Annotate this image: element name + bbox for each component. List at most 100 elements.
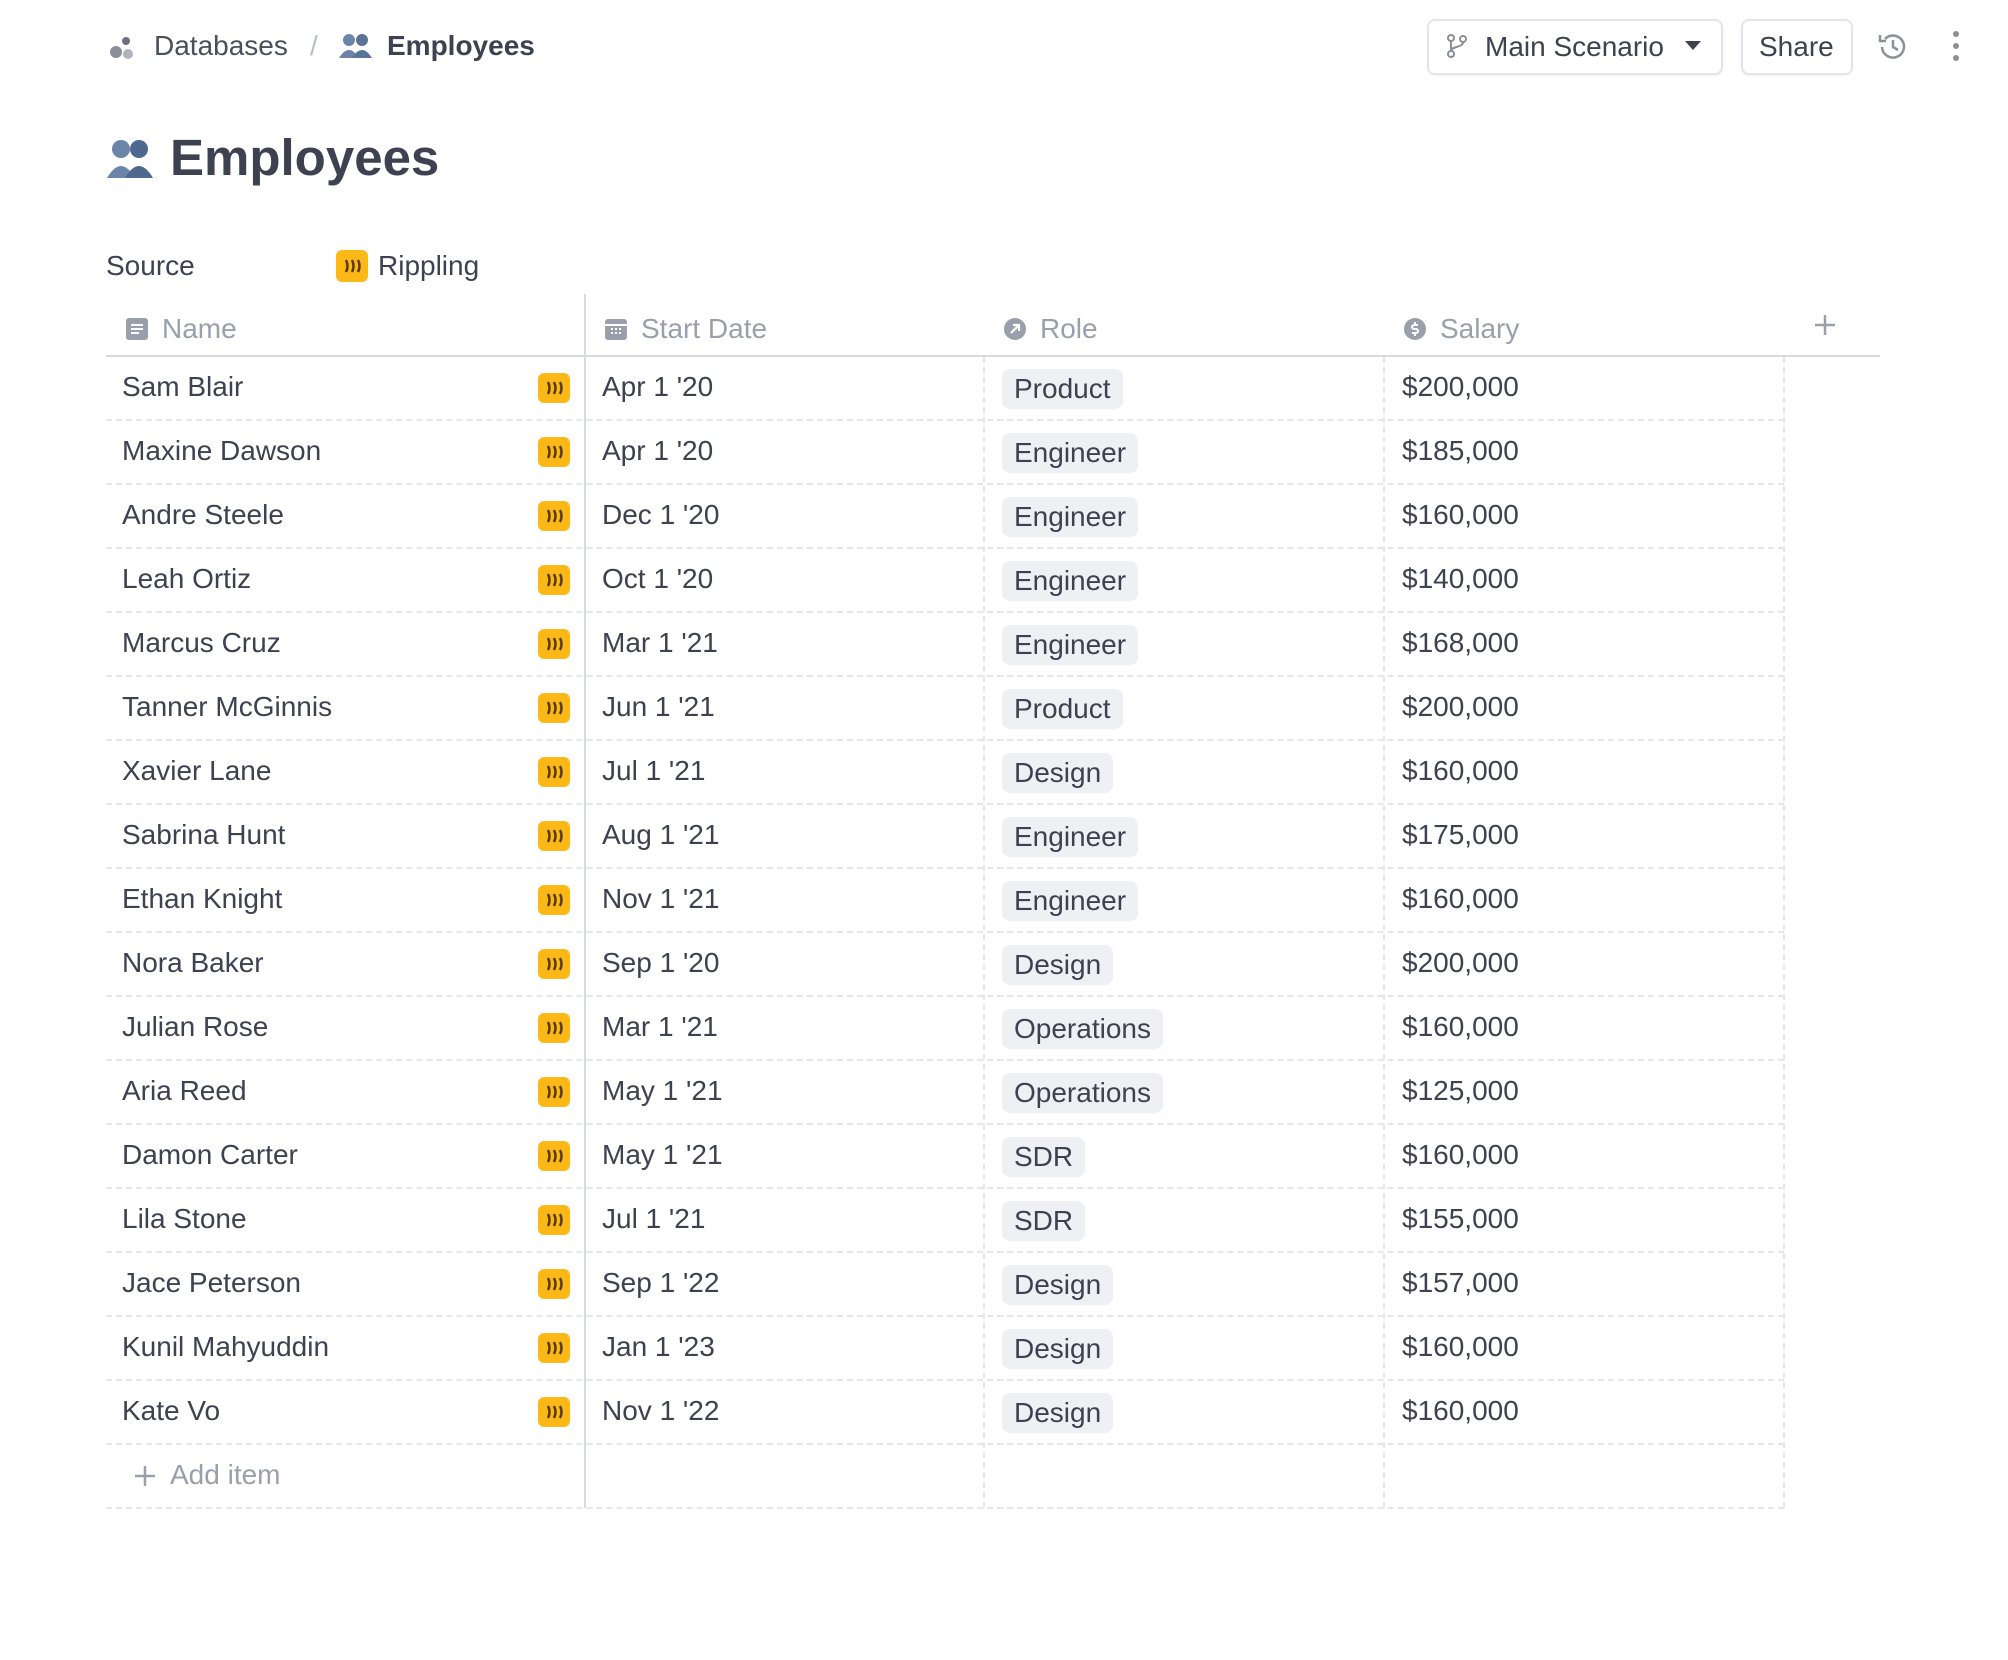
date-cell: Jun 1 '21 bbox=[602, 691, 715, 722]
salary-cell: $160,000 bbox=[1402, 1011, 1519, 1042]
share-button[interactable]: Share bbox=[1741, 19, 1853, 75]
rippling-glyph bbox=[538, 565, 570, 595]
column-rule bbox=[1783, 357, 1785, 1508]
column-icon-glyph bbox=[1404, 318, 1426, 340]
salary-cell: $168,000 bbox=[1402, 627, 1519, 658]
more-button[interactable] bbox=[1950, 30, 1962, 64]
date-cell: Mar 1 '21 bbox=[602, 1011, 718, 1042]
rippling-glyph bbox=[538, 1205, 570, 1235]
name-cell[interactable]: Marcus Cruz bbox=[122, 627, 281, 658]
role-chip: Engineer bbox=[1002, 497, 1139, 537]
date-cell: Apr 1 '20 bbox=[602, 371, 714, 402]
rippling-badge bbox=[538, 373, 570, 403]
add-item-icon bbox=[134, 1465, 156, 1487]
breadcrumb-separator: / bbox=[310, 30, 318, 61]
role-chip: Engineer bbox=[1002, 881, 1139, 921]
rippling-badge bbox=[538, 821, 570, 851]
rippling-badge bbox=[538, 565, 570, 595]
rippling-glyph bbox=[538, 949, 570, 979]
role-chip: Design bbox=[1002, 1329, 1114, 1369]
salary-cell: $160,000 bbox=[1402, 1395, 1519, 1426]
breadcrumb-current[interactable]: Employees bbox=[387, 30, 535, 61]
date-cell: Jan 1 '23 bbox=[602, 1331, 715, 1362]
name-cell[interactable]: Kunil Mahyuddin bbox=[122, 1331, 330, 1362]
name-cell[interactable]: Jace Peterson bbox=[122, 1267, 301, 1298]
rippling-badge bbox=[538, 1269, 570, 1299]
name-cell[interactable]: Julian Rose bbox=[122, 1011, 269, 1042]
name-cell[interactable]: Damon Carter bbox=[122, 1139, 298, 1170]
salary-cell: $200,000 bbox=[1402, 691, 1519, 722]
name-cell[interactable]: Ethan Knight bbox=[122, 883, 283, 914]
table-row: Jace Peterson Sep 1 '22 Design $157,000 bbox=[106, 1253, 1784, 1317]
history-button[interactable] bbox=[1876, 30, 1910, 64]
rippling-glyph bbox=[538, 501, 570, 531]
rippling-icon bbox=[336, 250, 368, 282]
name-cell[interactable]: Leah Ortiz bbox=[122, 563, 252, 594]
source-value[interactable]: Rippling bbox=[378, 250, 480, 281]
name-cell[interactable]: Tanner McGinnis bbox=[122, 691, 333, 722]
table-row: Lila Stone Jul 1 '21 SDR $155,000 bbox=[106, 1189, 1784, 1253]
role-chip: SDR bbox=[1002, 1137, 1086, 1177]
name-cell[interactable]: Maxine Dawson bbox=[122, 435, 322, 466]
share-label: Share bbox=[1759, 31, 1834, 62]
salary-cell: $185,000 bbox=[1402, 435, 1519, 466]
plus-glyph bbox=[135, 1466, 155, 1486]
column-icon bbox=[1002, 316, 1028, 342]
add-item-label: Add item bbox=[170, 1459, 281, 1490]
rippling-glyph bbox=[538, 373, 570, 403]
name-cell[interactable]: Sabrina Hunt bbox=[122, 819, 286, 850]
add-item-row[interactable]: Add item bbox=[106, 1445, 1784, 1509]
table-row: Leah Ortiz Oct 1 '20 Engineer $140,000 bbox=[106, 549, 1784, 613]
name-cell[interactable]: Nora Baker bbox=[122, 947, 264, 978]
role-chip: Design bbox=[1002, 1393, 1114, 1433]
rippling-glyph bbox=[538, 629, 570, 659]
name-cell[interactable]: Aria Reed bbox=[122, 1075, 247, 1106]
rippling-glyph bbox=[538, 821, 570, 851]
header-rule bbox=[106, 355, 1880, 357]
table-row: Ethan Knight Nov 1 '21 Engineer $160,000 bbox=[106, 869, 1784, 933]
table-row: Nora Baker Sep 1 '20 Design $200,000 bbox=[106, 933, 1784, 997]
date-cell: Jul 1 '21 bbox=[602, 1203, 706, 1234]
column-icon-glyph bbox=[605, 319, 627, 340]
rippling-badge bbox=[538, 1013, 570, 1043]
dropdown-caret bbox=[1685, 41, 1701, 50]
table-row: Kunil Mahyuddin Jan 1 '23 Design $160,000 bbox=[106, 1317, 1784, 1381]
date-cell: Apr 1 '20 bbox=[602, 435, 714, 466]
employees-icon bbox=[339, 34, 372, 58]
salary-cell: $160,000 bbox=[1402, 1331, 1519, 1362]
column-header[interactable]: Role bbox=[1040, 313, 1098, 344]
table-row: Tanner McGinnis Jun 1 '21 Product $200,000 bbox=[106, 677, 1784, 741]
rippling-glyph bbox=[538, 757, 570, 787]
name-cell[interactable]: Sam Blair bbox=[122, 371, 244, 402]
name-cell[interactable]: Kate Vo bbox=[122, 1395, 221, 1426]
rippling-glyph bbox=[538, 437, 570, 467]
salary-cell: $140,000 bbox=[1402, 563, 1519, 594]
column-header[interactable]: Salary bbox=[1440, 313, 1520, 344]
role-chip: SDR bbox=[1002, 1201, 1086, 1241]
name-cell[interactable]: Andre Steele bbox=[122, 499, 284, 530]
table-row: Julian Rose Mar 1 '21 Operations $160,000 bbox=[106, 997, 1784, 1061]
rippling-badge bbox=[538, 757, 570, 787]
role-chip: Engineer bbox=[1002, 625, 1139, 665]
rippling-badge bbox=[538, 885, 570, 915]
name-cell[interactable]: Lila Stone bbox=[122, 1203, 247, 1234]
name-cell[interactable]: Xavier Lane bbox=[122, 755, 272, 786]
branch-icon bbox=[1447, 34, 1467, 58]
add-column-button[interactable] bbox=[1814, 314, 1836, 336]
databases-icon bbox=[110, 37, 133, 59]
breadcrumb-parent[interactable]: Databases bbox=[154, 30, 288, 61]
table-row: Aria Reed May 1 '21 Operations $125,000 bbox=[106, 1061, 1784, 1125]
rippling-glyph bbox=[538, 1333, 570, 1363]
date-cell: Aug 1 '21 bbox=[602, 819, 720, 850]
source-label: Source bbox=[106, 250, 195, 281]
table-row: Kate Vo Nov 1 '22 Design $160,000 bbox=[106, 1381, 1784, 1445]
scenario-button[interactable]: Main Scenario bbox=[1427, 19, 1723, 75]
column-header[interactable]: Start Date bbox=[641, 313, 768, 344]
rippling-badge bbox=[538, 1333, 570, 1363]
column-header[interactable]: Name bbox=[162, 313, 237, 344]
rippling-glyph bbox=[538, 1141, 570, 1171]
salary-cell: $200,000 bbox=[1402, 371, 1519, 402]
date-cell: May 1 '21 bbox=[602, 1139, 723, 1170]
scenario-label: Main Scenario bbox=[1485, 31, 1664, 62]
